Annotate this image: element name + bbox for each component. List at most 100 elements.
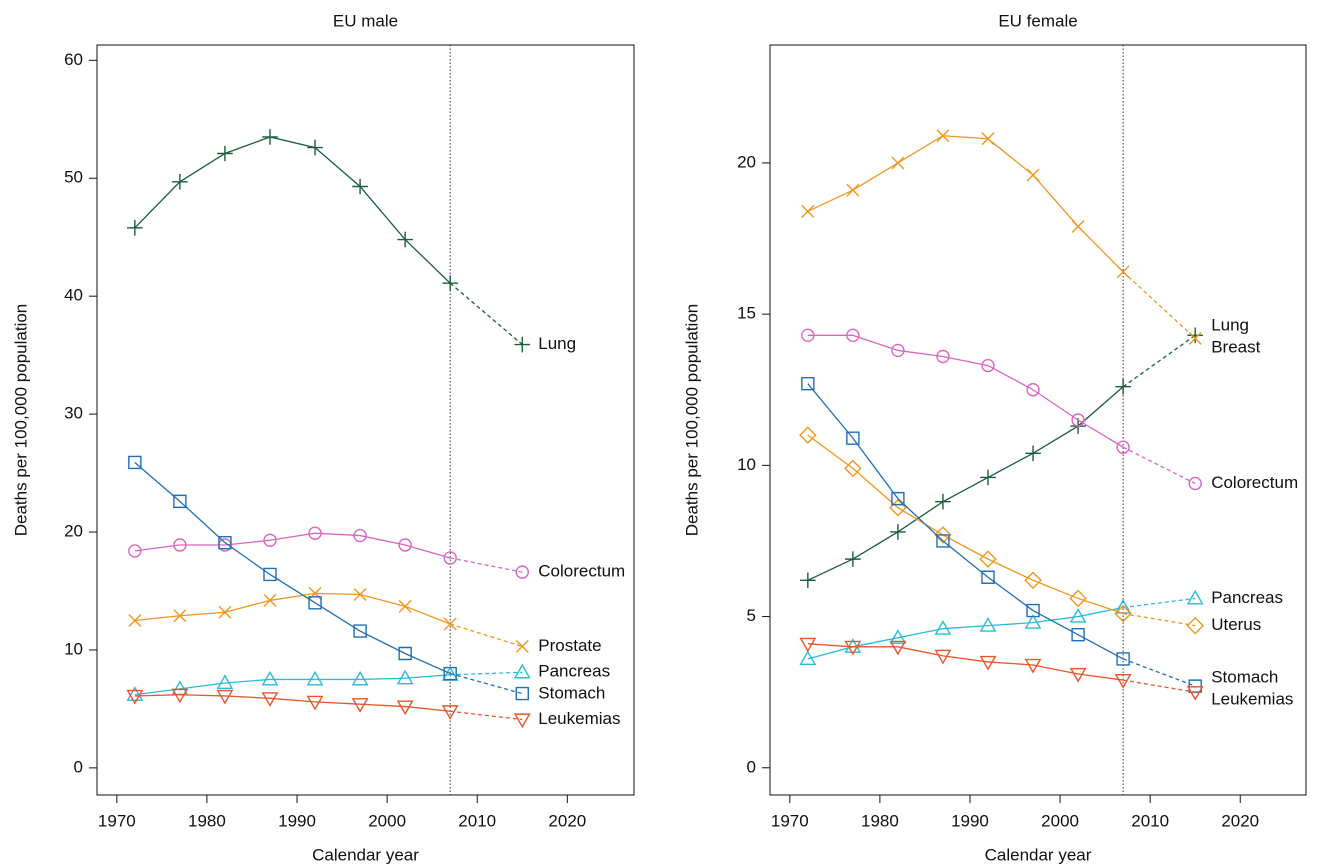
marker xyxy=(171,688,189,704)
marker xyxy=(216,674,234,690)
marker xyxy=(126,689,144,705)
marker xyxy=(846,183,860,197)
marker xyxy=(263,593,277,607)
marker xyxy=(891,343,905,358)
projected-line xyxy=(1122,334,1196,388)
series-line xyxy=(807,434,1124,615)
projected-line xyxy=(1123,597,1196,609)
marker xyxy=(799,637,817,653)
marker xyxy=(397,231,413,248)
projected-line xyxy=(1122,271,1196,339)
series-line xyxy=(807,386,1124,581)
y-tick-label: 10 xyxy=(737,455,756,474)
marker xyxy=(127,219,143,236)
marker xyxy=(1024,658,1042,674)
marker xyxy=(891,156,905,170)
marker xyxy=(801,328,815,343)
marker xyxy=(353,528,367,543)
marker xyxy=(218,535,232,550)
marker xyxy=(890,524,906,540)
series-line xyxy=(134,532,451,559)
marker xyxy=(1069,589,1087,608)
panel: EU female Calendar year Deaths per 100,000… xyxy=(682,11,1307,864)
marker xyxy=(1186,686,1204,701)
x-tick-label: 2000 xyxy=(368,811,406,830)
y-tick-label: 50 xyxy=(64,168,83,187)
series-line xyxy=(807,383,1124,660)
x-tick-label: 2010 xyxy=(1131,811,1169,830)
x-tick-label: 2020 xyxy=(1221,811,1259,830)
marker xyxy=(398,646,412,661)
projected-line xyxy=(1122,446,1196,485)
series-label: Stomach xyxy=(538,683,605,702)
series-label: Pancreas xyxy=(1211,588,1283,607)
marker xyxy=(1116,265,1130,279)
marker xyxy=(1114,673,1132,689)
marker xyxy=(263,567,277,582)
panel: EU male Calendar year Deaths per 100,000 p… xyxy=(11,11,635,864)
marker xyxy=(443,666,457,681)
x-tick-label: 2010 xyxy=(458,811,496,830)
marker xyxy=(1026,603,1040,618)
y-tick-label: 20 xyxy=(64,522,83,541)
marker xyxy=(1071,219,1085,233)
marker xyxy=(441,705,459,720)
marker xyxy=(351,698,369,713)
series-line xyxy=(807,334,1124,448)
marker xyxy=(801,204,815,218)
marker xyxy=(844,638,862,653)
marker xyxy=(308,526,322,540)
y-tick-label: 40 xyxy=(64,286,83,305)
marker xyxy=(1116,440,1130,454)
series-line xyxy=(807,643,1124,681)
x-tick-label: 1990 xyxy=(951,811,989,830)
marker xyxy=(891,491,905,506)
marker xyxy=(126,686,144,701)
projected-line xyxy=(1123,679,1196,693)
x-tick-label: 2020 xyxy=(548,811,586,830)
marker xyxy=(934,620,952,635)
marker xyxy=(1116,652,1130,666)
series-line xyxy=(134,136,451,284)
marker xyxy=(1024,614,1042,629)
marker xyxy=(396,669,414,685)
projected-line xyxy=(450,623,523,648)
marker xyxy=(981,132,995,146)
marker xyxy=(935,493,951,510)
marker xyxy=(1186,589,1204,605)
marker xyxy=(1071,413,1085,427)
x-tick-label: 1970 xyxy=(771,811,809,830)
marker xyxy=(172,173,188,190)
marker xyxy=(128,455,142,470)
marker xyxy=(173,494,187,509)
marker xyxy=(889,640,907,656)
marker xyxy=(353,624,367,638)
marker xyxy=(513,713,531,729)
y-axis-label: Deaths per 100,000 population xyxy=(682,304,701,537)
marker xyxy=(801,377,815,391)
marker xyxy=(173,609,187,623)
projected-line xyxy=(1122,658,1196,687)
projected-line xyxy=(449,282,523,346)
plot-frame xyxy=(769,44,1307,796)
series-label: Uterus xyxy=(1211,615,1261,634)
marker xyxy=(262,129,278,145)
y-tick-label: 15 xyxy=(737,304,756,323)
series-line xyxy=(134,694,451,712)
y-tick-label: 0 xyxy=(747,757,756,776)
series-line xyxy=(807,606,1124,660)
marker xyxy=(1186,616,1204,635)
x-axis-label: Calendar year xyxy=(985,845,1092,864)
series-label: Lung xyxy=(1211,315,1249,334)
marker xyxy=(889,629,907,644)
chart-title: EU female xyxy=(998,11,1077,30)
marker xyxy=(1115,378,1131,395)
y-axis-label: Deaths per 100,000 population xyxy=(11,304,30,537)
series-label: Leukemias xyxy=(1211,690,1293,709)
marker xyxy=(261,692,279,707)
marker xyxy=(513,663,531,679)
series-line xyxy=(134,592,451,625)
x-axis-label: Calendar year xyxy=(312,845,419,864)
chart-title: EU male xyxy=(333,11,398,30)
marker xyxy=(799,426,817,444)
